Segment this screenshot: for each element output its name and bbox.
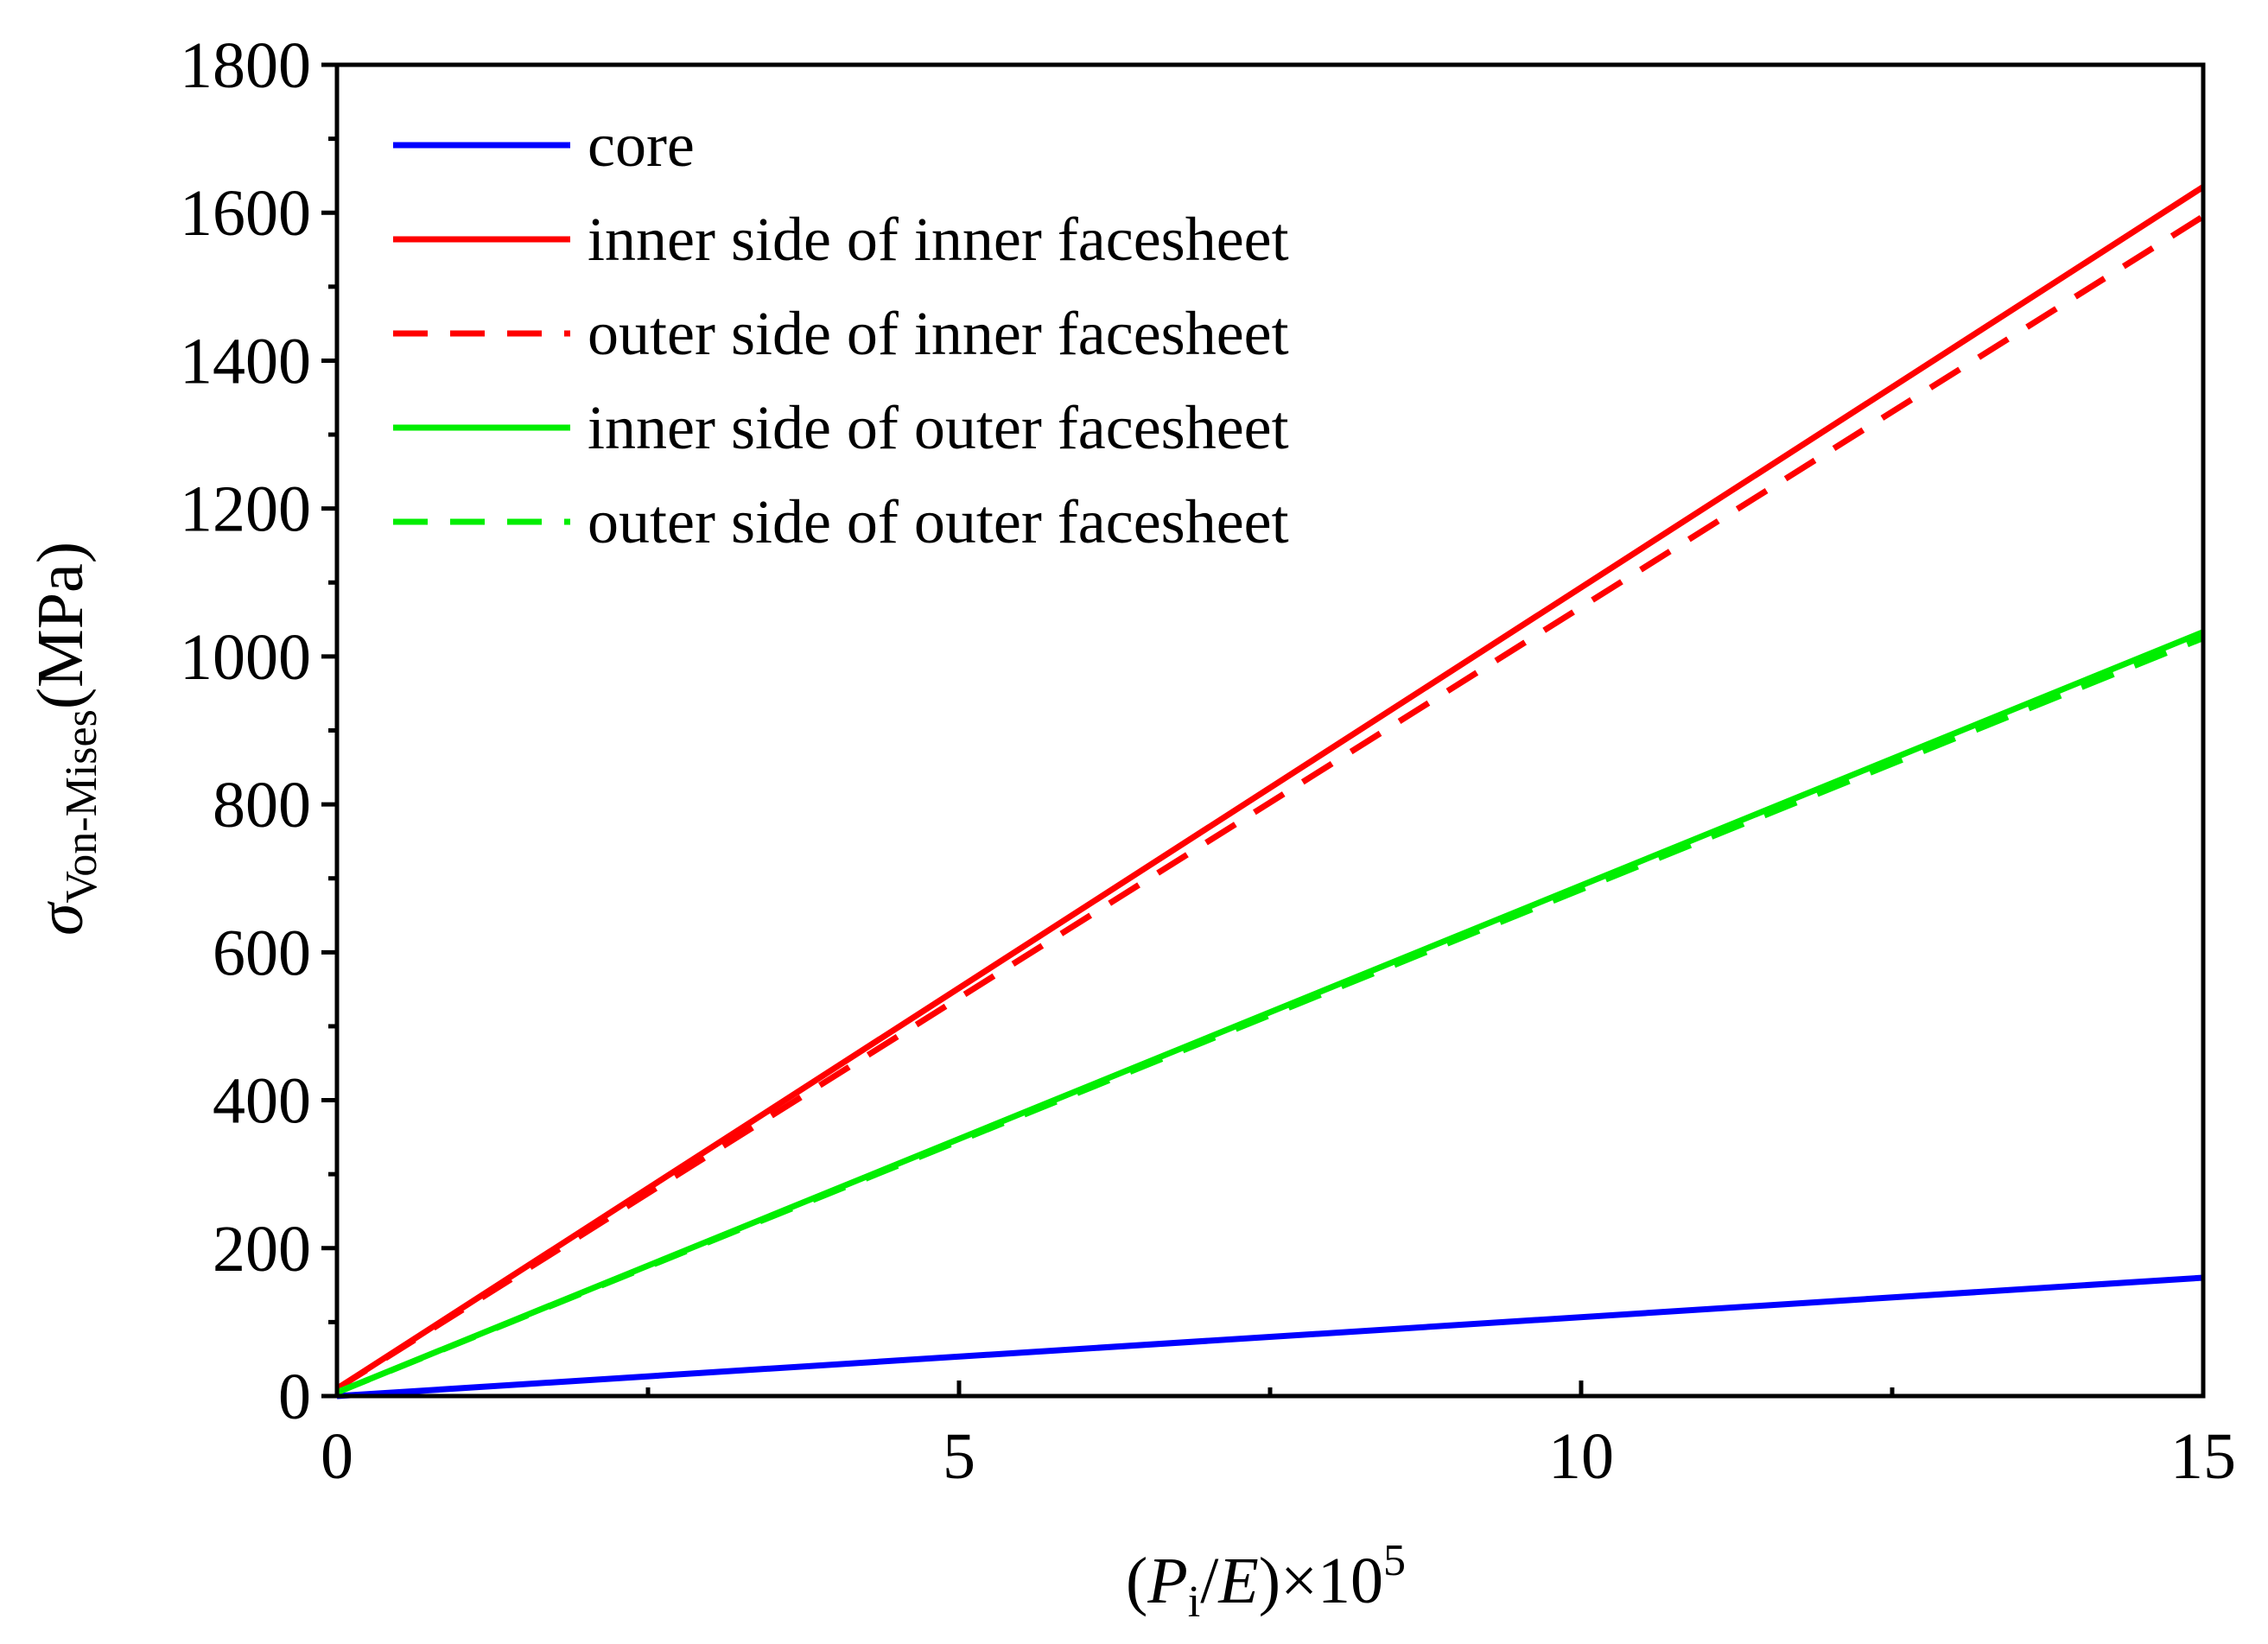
x-tick-label: 10 xyxy=(1548,1420,1614,1493)
x-axis-title-den: E xyxy=(1217,1545,1258,1617)
y-tick-label: 1800 xyxy=(180,29,311,102)
series-line-core xyxy=(336,1274,2204,1400)
series-layer xyxy=(335,184,2205,1400)
y-tick-label: 200 xyxy=(213,1213,311,1285)
y-axis-title-unit: (MPa) xyxy=(24,542,97,709)
series-line-inner-side-of-inner-facesheet xyxy=(335,184,2205,1392)
legend-label: outer side of outer facesheet xyxy=(588,487,1289,556)
series-line-outer-side-of-inner-facesheet xyxy=(335,213,2205,1392)
y-tick-label: 1600 xyxy=(180,177,311,250)
x-axis-title-close: )×10 xyxy=(1259,1545,1383,1617)
y-tick-label: 1200 xyxy=(180,473,311,546)
y-tick-label: 800 xyxy=(213,769,311,841)
x-axis-title-sub: i xyxy=(1188,1577,1200,1627)
plot-frame xyxy=(334,62,2206,1399)
y-tick-label: 400 xyxy=(213,1065,311,1138)
x-axis-title-open: ( xyxy=(1126,1545,1147,1617)
legend: core inner side of inner facesheet outer s… xyxy=(393,111,1289,556)
legend-label: outer side of inner facesheet xyxy=(588,299,1289,368)
y-axis-title-symbol: σ xyxy=(24,901,97,936)
y-tick-label: 1400 xyxy=(180,325,311,397)
x-tick-label: 15 xyxy=(2170,1420,2236,1493)
x-axis-title-sup: 5 xyxy=(1383,1536,1406,1585)
x-axis-title: (Pi/E)×105 xyxy=(1126,1536,1406,1627)
x-axis-title-mid: / xyxy=(1200,1545,1219,1617)
x-tick-label: 0 xyxy=(321,1420,353,1493)
series-line-outer-side-of-outer-facesheet xyxy=(335,635,2205,1395)
x-axis-title-var: P xyxy=(1147,1545,1187,1617)
tick-layer: 0 5 10 15 0 200 400 600 800 1000 1200 1400 1600 1800 xyxy=(180,29,2236,1493)
legend-label: inner side of inner facesheet xyxy=(588,205,1289,274)
y-tick-label: 0 xyxy=(278,1361,311,1433)
legend-label: inner side of outer facesheet xyxy=(588,393,1289,462)
x-tick-label: 5 xyxy=(943,1420,975,1493)
y-tick-label: 1000 xyxy=(180,621,311,694)
y-axis-title-sub: Von-Mises xyxy=(57,709,106,903)
y-axis-title: σVon-Mises(MPa) xyxy=(24,542,106,936)
series-line-inner-side-of-outer-facesheet xyxy=(335,629,2205,1395)
y-tick-label: 600 xyxy=(213,917,311,989)
legend-label: core xyxy=(588,111,695,180)
